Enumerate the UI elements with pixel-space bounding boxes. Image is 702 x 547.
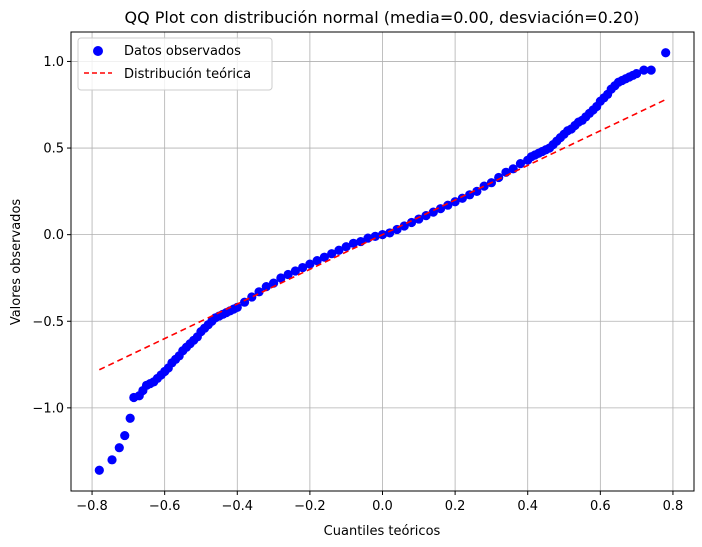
data-point <box>515 159 526 169</box>
data-point <box>327 249 337 259</box>
x-tick-label: −0.8 <box>76 499 108 514</box>
legend: Datos observados Distribución teórica <box>77 37 273 91</box>
x-tick-label: 0.8 <box>663 499 684 514</box>
x-axis-ticks: −0.8 −0.6 −0.4 −0.2 0.0 0.2 0.4 0.6 0.8 <box>76 491 683 514</box>
x-tick-label: −0.6 <box>149 499 181 514</box>
data-point <box>283 269 293 280</box>
data-point <box>661 48 671 58</box>
x-tick-label: 0.4 <box>517 499 538 514</box>
data-point <box>120 430 130 441</box>
data-point <box>298 262 308 273</box>
grid-lines <box>71 32 694 491</box>
theoretical-line <box>98 98 667 371</box>
y-tick-label: 0.0 <box>43 228 64 243</box>
x-axis-label: Cuantiles teóricos <box>324 524 441 539</box>
data-point <box>479 181 489 191</box>
data-point <box>450 197 460 207</box>
legend-marker-observed <box>93 46 103 56</box>
data-point <box>261 282 271 292</box>
data-point <box>290 266 300 276</box>
data-point <box>443 200 453 210</box>
data-point <box>107 455 117 465</box>
data-point <box>319 252 330 262</box>
x-tick-label: 0.6 <box>590 499 611 514</box>
data-point <box>305 259 315 269</box>
x-tick-label: 0.2 <box>445 499 466 514</box>
data-point <box>125 413 135 423</box>
x-tick-label: −0.2 <box>294 499 326 514</box>
data-point <box>639 65 649 75</box>
data-point <box>312 256 322 266</box>
data-point <box>646 65 656 75</box>
data-point <box>414 214 424 224</box>
data-point <box>406 217 417 228</box>
data-point <box>632 68 642 79</box>
data-point <box>247 292 257 302</box>
y-tick-label: 0.5 <box>43 142 64 157</box>
y-axis-ticks: −1.0 −0.5 0.0 0.5 1.0 <box>32 55 71 416</box>
y-tick-label: 1.0 <box>43 55 64 70</box>
data-point <box>341 242 351 252</box>
chart-title: QQ Plot con distribución normal (media=0… <box>124 8 639 27</box>
legend-box <box>77 37 273 91</box>
data-point <box>94 465 104 475</box>
x-tick-label: 0.0 <box>372 499 393 514</box>
legend-label-theoretical: Distribución teórica <box>124 67 251 82</box>
data-point <box>334 245 344 255</box>
y-tick-label: −0.5 <box>32 315 64 330</box>
data-point <box>114 443 124 453</box>
data-point <box>348 238 359 248</box>
series-layer <box>94 48 671 475</box>
x-tick-label: −0.4 <box>221 499 253 514</box>
y-tick-label: −1.0 <box>32 401 64 416</box>
legend-label-observed: Datos observados <box>124 44 241 59</box>
y-axis-label: Valores observados <box>9 199 24 326</box>
data-point <box>276 273 286 283</box>
